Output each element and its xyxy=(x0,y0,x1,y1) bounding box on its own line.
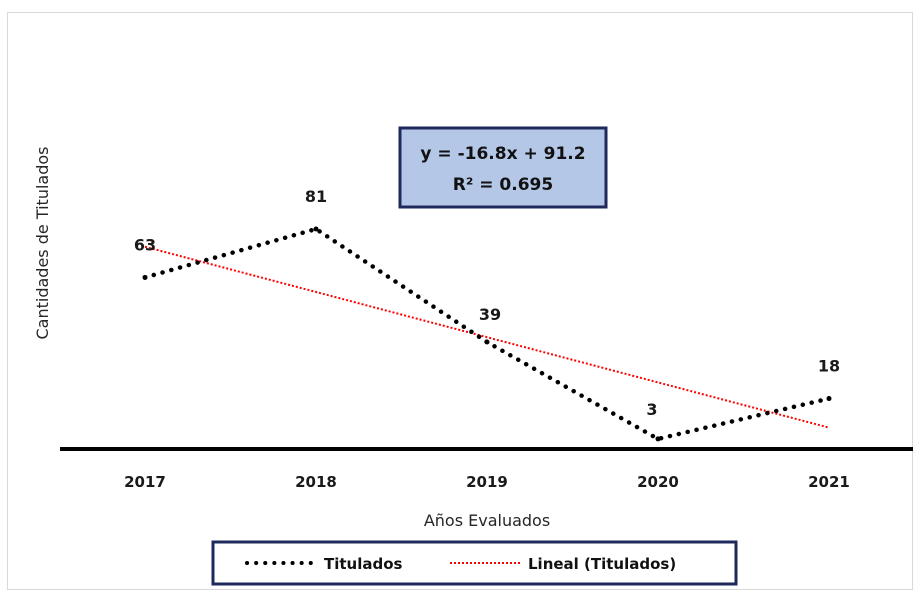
y-axis-title: Cantidades de Titulados xyxy=(33,147,52,340)
data-label: 3 xyxy=(646,400,657,419)
trendline-r2: R² = 0.695 xyxy=(453,175,553,195)
legend-label-titulados: Titulados xyxy=(324,555,403,573)
data-label: 39 xyxy=(479,305,501,324)
data-point xyxy=(484,339,490,345)
equation-box xyxy=(398,126,608,209)
trendline xyxy=(144,245,830,429)
data-point xyxy=(826,396,832,402)
x-axis-title: Años Evaluados xyxy=(424,511,550,530)
x-tick-label: 2019 xyxy=(466,473,508,491)
data-point xyxy=(655,436,661,442)
data-label: 63 xyxy=(134,235,156,254)
x-tick-label: 2018 xyxy=(295,473,337,491)
chart-frame xyxy=(7,12,913,590)
data-point xyxy=(313,226,319,232)
data-point xyxy=(142,274,148,280)
data-label: 81 xyxy=(305,187,327,206)
trendline-equation: y = -16.8x + 91.2 xyxy=(420,144,585,164)
series-line-titulados xyxy=(142,226,832,442)
x-tick-label: 2021 xyxy=(808,473,850,491)
data-label: 18 xyxy=(818,357,840,376)
legend-label-lineal: Lineal (Titulados) xyxy=(528,555,676,573)
x-tick-label: 2020 xyxy=(637,473,679,491)
x-tick-label: 2017 xyxy=(124,473,166,491)
